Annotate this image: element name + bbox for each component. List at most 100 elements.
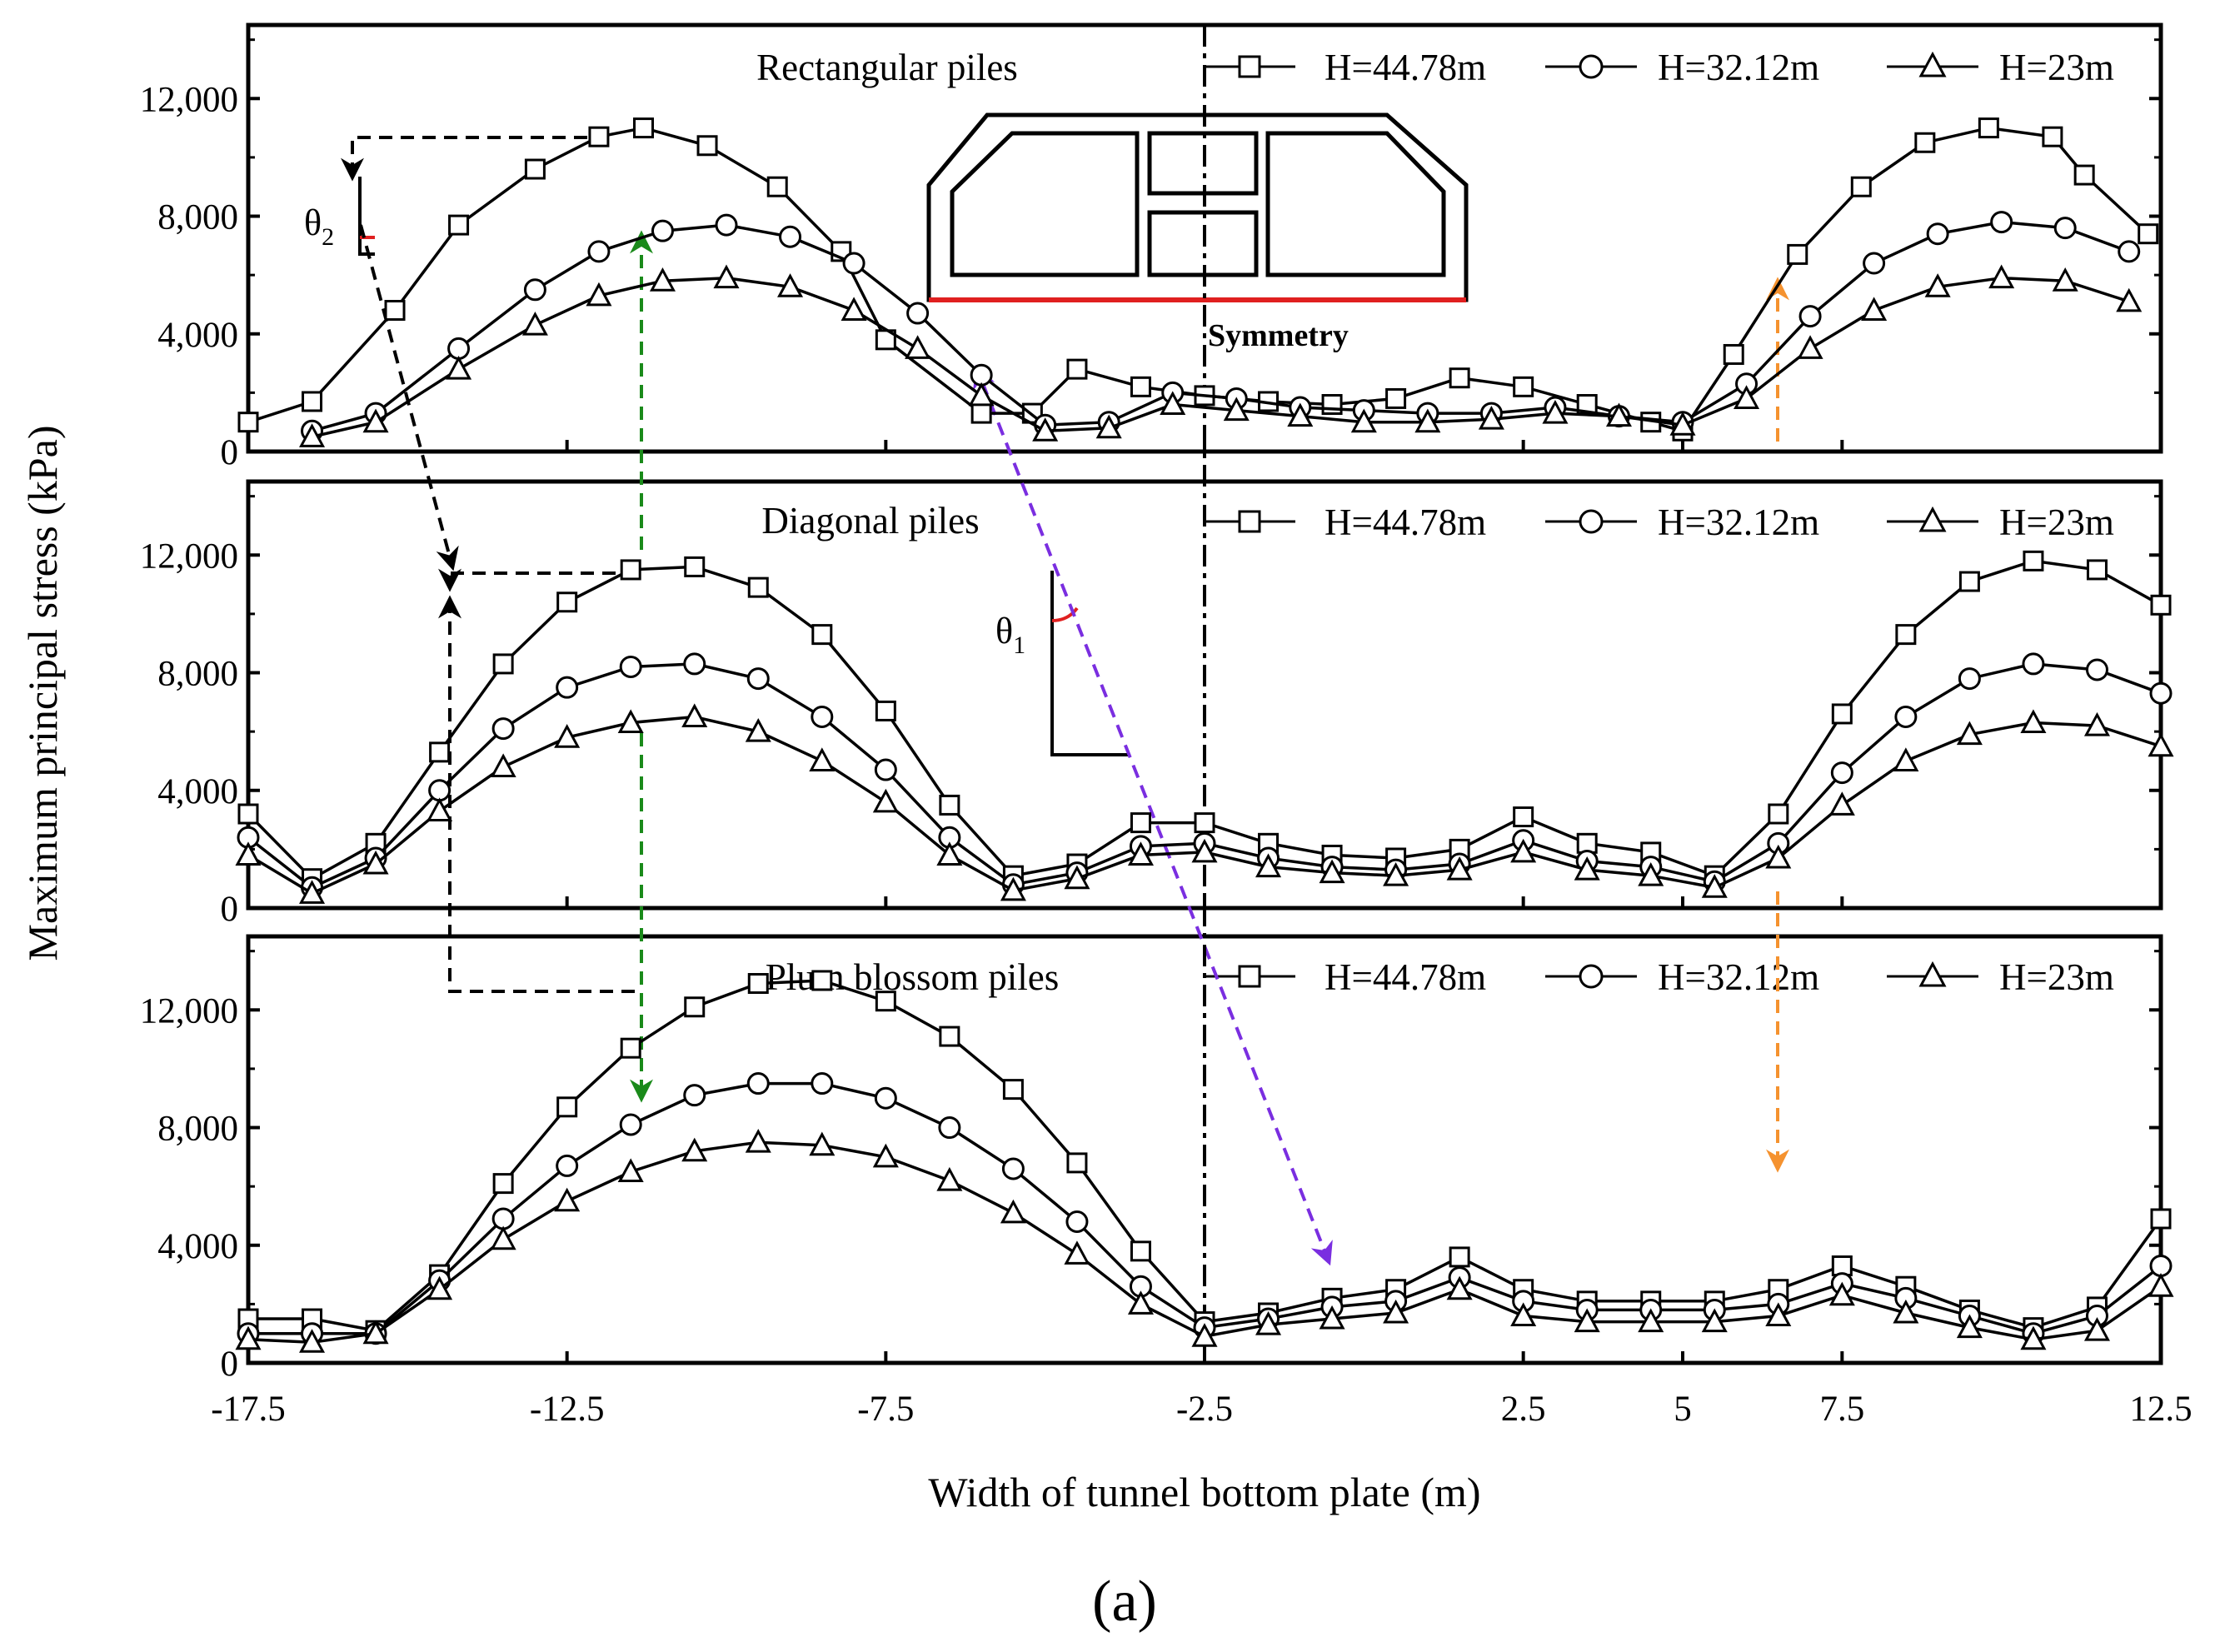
data-point-circle [651,219,674,242]
legend-rectangular: H=44.78m H=32.12m H=23m [1204,47,2114,88]
data-point-square [1787,243,1808,265]
data-point-square [2073,164,2095,186]
y-tick-label: 8,000 [157,655,238,694]
data-point-square [492,653,514,675]
data-point-triangle [2083,711,2110,736]
data-point-triangle [1478,406,1504,430]
data-point-square [747,972,769,994]
data-point-triangle [1383,1299,1409,1324]
series-layer [235,117,2174,1353]
data-point-square [939,1026,960,1047]
arrow-rect-peak [341,136,587,182]
data-point-triangle [1701,874,1728,898]
data-point-circle [874,1086,897,1110]
data-point-circle [746,1072,770,1096]
y-tick-label: 12,000 [140,991,238,1031]
y-tick-label: 0 [221,890,239,929]
x-tick-label: 7.5 [1819,1390,1864,1429]
theta2-annotation: θ2 [304,177,375,256]
data-point-circle [2022,652,2045,676]
data-point-circle [447,337,471,360]
data-point-square [1958,571,1980,592]
data-point-triangle [1734,385,1760,409]
data-point-triangle [2020,709,2047,734]
data-point-circle [811,1072,834,1096]
data-point-square [1978,117,1999,139]
data-point-square [492,1173,514,1195]
data-point-square [1066,1152,1088,1174]
y-axis-title: Maximum principal stress (kPa) [19,426,66,961]
data-point-triangle [841,297,867,322]
data-point-triangle [617,709,644,734]
data-point-square [684,996,706,1018]
data-point-triangle [1701,1308,1728,1333]
panel-title-plum: Plum blossom piles [766,956,1060,998]
data-point-circle [491,717,515,741]
legend-plum: H=44.78m H=32.12m H=23m [1204,956,2114,998]
data-point-triangle [1988,264,2015,289]
y-tick-label: 4,000 [157,316,238,355]
data-point-triangle [745,717,771,742]
data-point-square [684,556,706,577]
data-point-triangle [1127,841,1154,866]
data-point-circle [1863,252,1886,275]
data-point-triangle [1319,1305,1345,1330]
data-point-triangle [1828,791,1855,816]
data-point-triangle [1893,747,1919,771]
data-point-triangle [2020,1325,2047,1350]
data-point-triangle [1223,397,1250,422]
legend-label: H=44.78m [1325,47,1486,88]
data-point-square [588,126,610,147]
legend-label: H=32.12m [1658,47,1819,88]
legend-marker-square [1238,510,1261,533]
data-point-triangle [1000,1199,1026,1224]
arrow-diag-to-plum [438,595,637,993]
data-point-triangle [2116,287,2143,312]
data-point-triangle [554,724,581,748]
theta2-label: θ2 [304,202,334,251]
data-point-triangle [745,1129,771,1153]
data-point-triangle [235,1325,262,1350]
data-point-circle [746,667,770,691]
data-point-triangle [2148,732,2174,757]
data-point-triangle [1064,865,1090,890]
data-point-triangle [521,312,548,336]
y-tick-label: 12,000 [140,80,238,119]
data-point-square [1914,132,1936,153]
data-point-triangle [1605,402,1632,427]
data-point-triangle [299,880,326,904]
data-point-square [2150,594,2172,616]
data-point-square [875,991,896,1012]
data-point-square [1831,703,1853,725]
data-point-triangle [1446,1275,1473,1300]
data-point-circle [970,363,993,387]
y-tick-label: 12,000 [140,537,238,576]
tunnel-cross-section-schematic [926,112,1469,302]
data-point-triangle [446,355,472,380]
data-point-square [1130,376,1151,397]
y-tick-label: 8,000 [157,1110,238,1149]
data-point-triangle [362,1320,389,1345]
data-point-square [448,214,470,236]
data-point-circle [1798,305,1822,328]
legend-marker-circle [1579,54,1604,79]
panel-title-diagonal: Diagonal piles [761,500,979,542]
data-point-triangle [1191,1323,1218,1347]
data-point-triangle [1446,856,1473,881]
data-point-triangle [490,1225,516,1250]
data-point-square [1385,387,1407,409]
data-point-square [2150,1208,2172,1230]
data-point-circle [683,1084,706,1107]
data-point-square [1002,1079,1024,1101]
legend-label: H=23m [1999,502,2114,543]
data-point-triangle [1255,1310,1282,1335]
data-point-circle [2149,1254,2173,1277]
data-point-triangle [235,841,262,866]
data-point-triangle [1574,856,1600,881]
data-point-square [237,803,259,825]
data-point-triangle [1861,297,1888,322]
data-point-square [811,624,833,646]
data-point-triangle [905,335,931,359]
data-point-triangle [1828,1281,1855,1306]
